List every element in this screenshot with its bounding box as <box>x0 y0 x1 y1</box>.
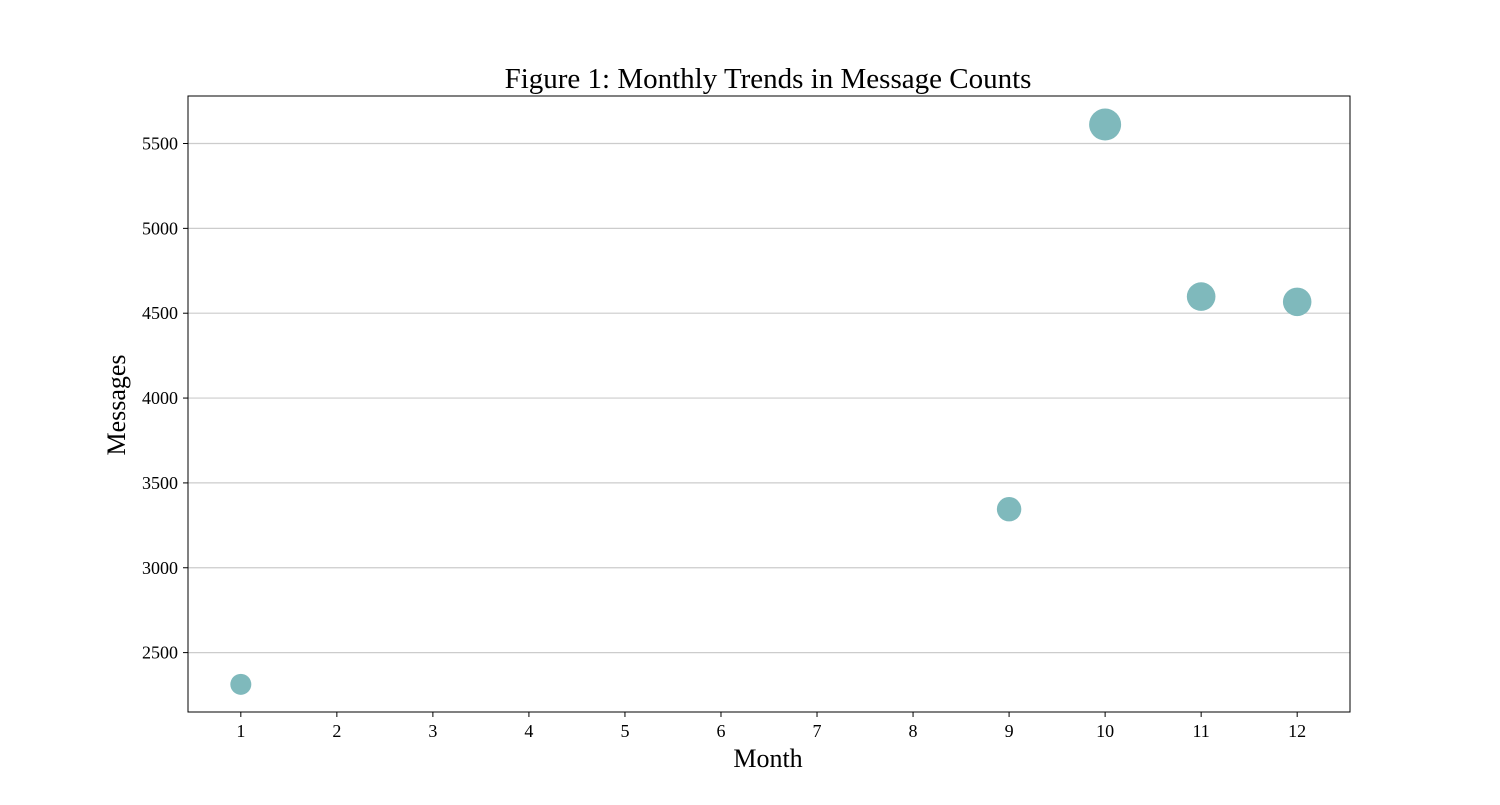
y-tick-label: 5000 <box>142 218 178 238</box>
x-axis-ticks: 1 2 3 4 5 6 7 8 9 10 11 12 <box>236 712 1306 741</box>
scatter-point <box>1089 108 1122 141</box>
y-tick-label: 3000 <box>142 558 178 578</box>
x-tick-label: 1 <box>236 721 245 741</box>
y-tick-label: 5500 <box>142 134 178 154</box>
plot-frame <box>187 95 1351 713</box>
scatter-point <box>230 673 252 695</box>
x-tick-label: 5 <box>620 721 629 741</box>
x-tick-label: 7 <box>813 721 822 741</box>
data-points <box>230 108 1312 695</box>
scatter-point <box>996 496 1022 522</box>
x-tick-label: 9 <box>1005 721 1014 741</box>
x-tick-label: 8 <box>909 721 918 741</box>
x-tick-label: 11 <box>1192 721 1209 741</box>
x-tick-label: 4 <box>524 721 533 741</box>
x-tick-label: 2 <box>332 721 341 741</box>
x-tick-label: 10 <box>1096 721 1114 741</box>
y-tick-label: 3500 <box>142 473 178 493</box>
x-tick-label: 6 <box>716 721 725 741</box>
chart-title: Figure 1: Monthly Trends in Message Coun… <box>505 63 1032 95</box>
y-axis-title: Messages <box>102 354 131 455</box>
x-tick-label: 3 <box>428 721 437 741</box>
scatter-point <box>1282 287 1312 317</box>
y-tick-label: 4500 <box>142 303 178 323</box>
y-tick-label: 4000 <box>142 388 178 408</box>
scatter-point <box>1186 282 1216 311</box>
x-tick-label: 12 <box>1288 721 1306 741</box>
y-axis-ticks: 2500 3000 3500 4000 4500 5000 5500 <box>142 134 188 663</box>
gridlines <box>188 142 1350 654</box>
x-axis-title: Month <box>733 744 802 773</box>
y-tick-label: 2500 <box>142 643 178 663</box>
